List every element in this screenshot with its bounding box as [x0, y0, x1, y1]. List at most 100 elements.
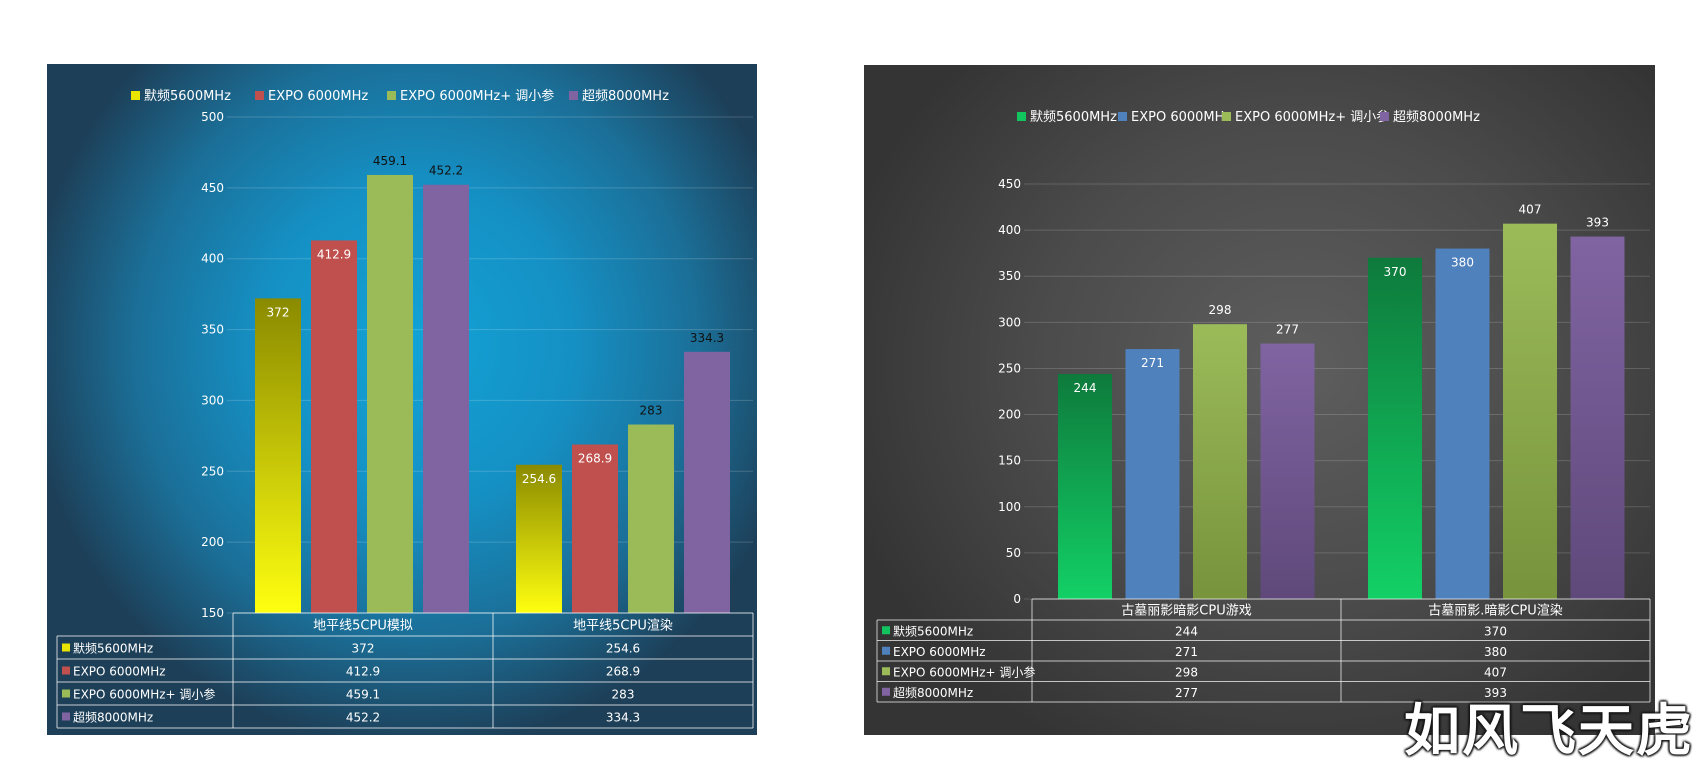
table-cell: 407	[1484, 665, 1507, 679]
table-row-label: EXPO 6000MHz+ 调小参	[893, 664, 1035, 679]
chart-horizon5: 默频5600MHz EXPO 6000MHz EXPO 6000MHz+ 调小参 超频…	[47, 64, 757, 735]
bar	[628, 424, 674, 613]
legend-swatch	[1118, 112, 1127, 121]
legend-label: 默频5600MHz	[144, 88, 231, 104]
data-label: 459.1	[373, 154, 407, 168]
data-label: 254.6	[522, 472, 556, 486]
data-label: 393	[1586, 216, 1609, 230]
table-row-label: 默频5600MHz	[73, 641, 153, 656]
y-tick-label: 400	[201, 252, 224, 266]
data-label: 277	[1276, 323, 1299, 337]
legend-swatch	[255, 91, 264, 100]
legend-swatch	[1380, 112, 1389, 121]
legend-label: EXPO 6000MHz+ 调小参	[400, 88, 554, 104]
legend-label: EXPO 6000MHz	[268, 89, 368, 104]
bar	[423, 184, 469, 613]
table-row-label: EXPO 6000MHz	[73, 665, 166, 679]
data-label: 271	[1141, 356, 1164, 370]
table-cell: 254.6	[606, 642, 640, 656]
table-legend-swatch	[62, 689, 70, 698]
table-row-label: 超频8000MHz	[893, 685, 973, 700]
y-tick-label: 350	[201, 323, 224, 337]
bar	[255, 298, 301, 613]
bar	[516, 464, 562, 613]
y-tick-label: 400	[998, 223, 1021, 237]
bar	[1058, 373, 1112, 599]
table-cell: 283	[612, 688, 635, 702]
data-label: 268.9	[578, 452, 612, 466]
y-tick-label: 0	[1013, 592, 1021, 606]
y-tick-label: 200	[998, 408, 1021, 422]
y-tick-label: 50	[1006, 546, 1021, 560]
y-tick-label: 250	[998, 361, 1021, 375]
bar	[572, 444, 618, 613]
y-tick-label: 300	[201, 393, 224, 407]
legend-swatch	[131, 91, 140, 100]
data-label: 372	[267, 305, 290, 319]
chart-tombraider: 默频5600MHz EXPO 6000MHz EXPO 6000MHz+ 调小参 超频…	[864, 65, 1655, 735]
table-legend-swatch	[882, 626, 890, 635]
chart-horizon5-svg: 默频5600MHz EXPO 6000MHz EXPO 6000MHz+ 调小参 超频…	[56, 88, 754, 729]
bar	[1260, 343, 1315, 599]
table-row-label: EXPO 6000MHz	[893, 645, 986, 659]
category-label: 古墓丽影暗影CPU游戏	[1121, 604, 1251, 619]
y-tick-label: 500	[201, 110, 224, 124]
category-label: 地平线5CPU渲染	[573, 619, 673, 634]
table-cell: 334.3	[606, 711, 640, 725]
data-label: 412.9	[317, 247, 351, 261]
bar	[1125, 349, 1180, 599]
legend-label: 默频5600MHz	[1030, 109, 1117, 125]
y-tick-label: 150	[998, 454, 1021, 468]
table-cell: 412.9	[346, 665, 380, 679]
table-cell: 244	[1175, 624, 1198, 638]
watermark: 如风飞天虎	[1404, 699, 1694, 764]
legend-swatch	[1017, 112, 1026, 121]
table-legend-swatch	[62, 712, 70, 721]
bar	[684, 351, 730, 613]
table-cell: 459.1	[346, 688, 380, 702]
data-label: 298	[1209, 303, 1232, 317]
table-legend-swatch	[882, 687, 890, 696]
data-label: 452.2	[429, 164, 463, 178]
table-row-label: 默频5600MHz	[893, 623, 973, 638]
data-label: 244	[1074, 381, 1097, 395]
table-cell: 268.9	[606, 665, 640, 679]
y-tick-label: 150	[201, 606, 224, 620]
table-cell: 393	[1484, 686, 1507, 700]
legend-swatch	[569, 91, 578, 100]
table-legend-swatch	[882, 667, 890, 676]
legend-label: EXPO 6000MHz	[1131, 110, 1231, 125]
y-tick-label: 350	[998, 269, 1021, 283]
table-cell: 298	[1175, 665, 1198, 679]
category-label: 古墓丽影.暗影CPU渲染	[1428, 604, 1563, 619]
table-legend-swatch	[62, 643, 70, 652]
data-label: 370	[1384, 265, 1407, 279]
y-tick-label: 250	[201, 464, 224, 478]
table-cell: 370	[1484, 624, 1507, 638]
table-legend-swatch	[62, 666, 70, 675]
data-label: 407	[1519, 203, 1542, 217]
legend-label: EXPO 6000MHz+ 调小参	[1235, 109, 1389, 125]
table-row-label: EXPO 6000MHz+ 调小参	[73, 687, 215, 702]
legend-swatch	[387, 91, 396, 100]
table-cell: 452.2	[346, 711, 380, 725]
table-cell: 372	[352, 642, 375, 656]
legend-label: 超频8000MHz	[582, 89, 669, 104]
bar	[1368, 257, 1422, 599]
table-row-label: 超频8000MHz	[73, 710, 153, 725]
data-label: 283	[640, 404, 663, 418]
y-tick-label: 200	[201, 535, 224, 549]
chart-tombraider-svg: 默频5600MHz EXPO 6000MHz EXPO 6000MHz+ 调小参 超频…	[876, 109, 1651, 703]
bar	[1570, 236, 1625, 600]
bar	[367, 174, 413, 613]
y-tick-label: 450	[201, 181, 224, 195]
table-cell: 277	[1175, 686, 1198, 700]
data-label: 334.3	[690, 331, 724, 345]
y-tick-label: 300	[998, 315, 1021, 329]
bar	[311, 240, 357, 613]
table-legend-swatch	[882, 646, 890, 655]
bar	[1435, 248, 1490, 600]
data-label: 380	[1451, 256, 1474, 270]
table-cell: 271	[1175, 645, 1198, 659]
category-label: 地平线5CPU模拟	[313, 619, 413, 634]
